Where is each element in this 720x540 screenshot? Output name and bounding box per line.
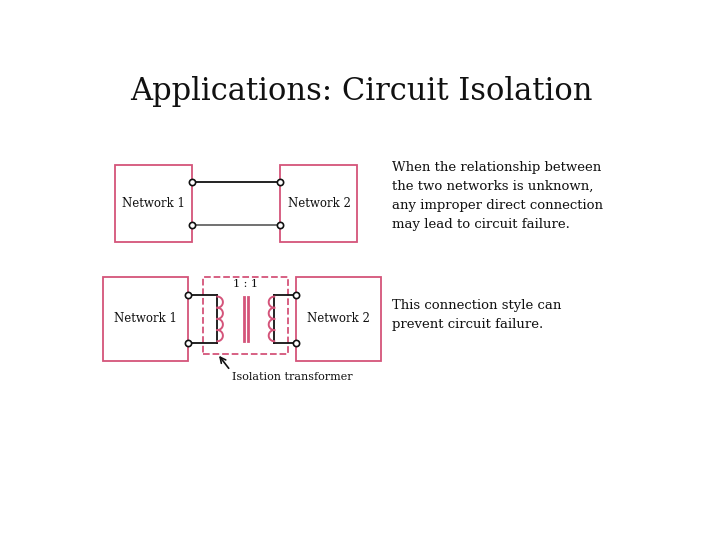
Bar — [296, 276, 381, 361]
Text: Network 1: Network 1 — [122, 197, 185, 210]
Bar — [115, 165, 192, 242]
Text: 1 : 1: 1 : 1 — [233, 279, 258, 289]
Bar — [104, 276, 188, 361]
Bar — [204, 276, 288, 354]
Text: This connection style can
prevent circuit failure.: This connection style can prevent circui… — [392, 299, 562, 331]
Text: Isolation transformer: Isolation transformer — [232, 372, 353, 382]
Text: Network 2: Network 2 — [287, 197, 351, 210]
Text: Applications: Circuit Isolation: Applications: Circuit Isolation — [130, 76, 593, 107]
Text: Network 2: Network 2 — [307, 313, 369, 326]
Bar — [281, 165, 357, 242]
Text: Network 1: Network 1 — [114, 313, 177, 326]
Text: When the relationship between
the two networks is unknown,
any improper direct c: When the relationship between the two ne… — [392, 161, 603, 231]
